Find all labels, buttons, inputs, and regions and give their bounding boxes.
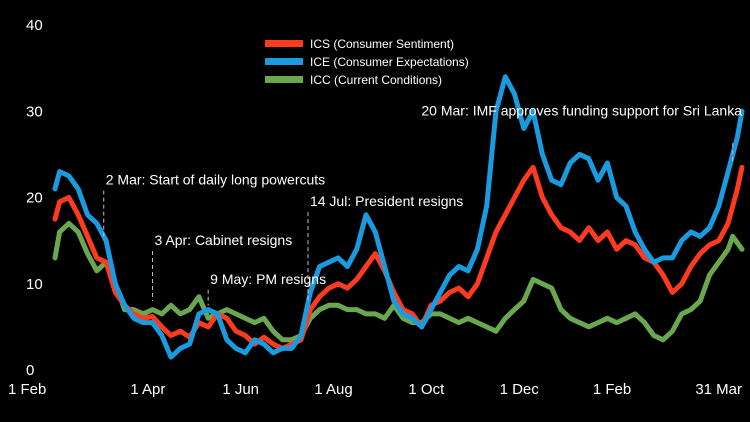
y-tick-label: 20: [26, 190, 43, 207]
legend-label: ICE (Consumer Expectations): [310, 55, 469, 69]
x-axis-ticks: 1 Feb 1 Apr 1 Jun 1 Aug 1 Oct 1 Dec 1 Feb 31 Ma…: [8, 381, 742, 398]
series-lines: [52, 74, 745, 360]
series-line-ics: [52, 164, 745, 351]
y-tick-label: 0: [26, 362, 34, 379]
y-axis-ticks: 0 10 20 30 40: [26, 17, 43, 379]
annotation-label: 14 Jul: President resigns: [310, 193, 463, 209]
legend-label: ICS (Consumer Sentiment): [310, 37, 454, 51]
annotation-label: 9 May: PM resigns: [210, 271, 326, 287]
y-tick-label: 10: [26, 276, 43, 293]
x-tick-label: 1 Feb: [593, 381, 631, 398]
x-tick-label: 1 Oct: [408, 381, 445, 398]
legend-swatch: [265, 58, 303, 65]
y-tick-label: 30: [26, 103, 43, 120]
legend-label: ICC (Current Conditions): [310, 73, 442, 87]
x-tick-label: 31 Mar: [695, 381, 742, 398]
legend-swatch: [265, 40, 303, 47]
y-tick-label: 40: [26, 17, 43, 34]
x-tick-label: 1 Jun: [222, 381, 259, 398]
legend-swatch: [265, 76, 303, 83]
x-tick-label: 1 Aug: [314, 381, 352, 398]
annotation-label: 2 Mar: Start of daily long powercuts: [106, 172, 325, 188]
legend: ICS (Consumer Sentiment) ICE (Consumer Ex…: [265, 37, 469, 87]
series-line-ice: [52, 74, 745, 360]
annotation-label: 3 Apr: Cabinet resigns: [154, 232, 292, 248]
x-tick-label: 1 Apr: [130, 381, 165, 398]
x-tick-label: 1 Feb: [8, 381, 46, 398]
x-tick-label: 1 Dec: [500, 381, 540, 398]
annotation-label: 20 Mar: IMF approves funding support for…: [421, 103, 742, 119]
annotations: 2 Mar: Start of daily long powercuts 3 Ap…: [103, 103, 742, 306]
series-line-icc: [52, 220, 745, 343]
